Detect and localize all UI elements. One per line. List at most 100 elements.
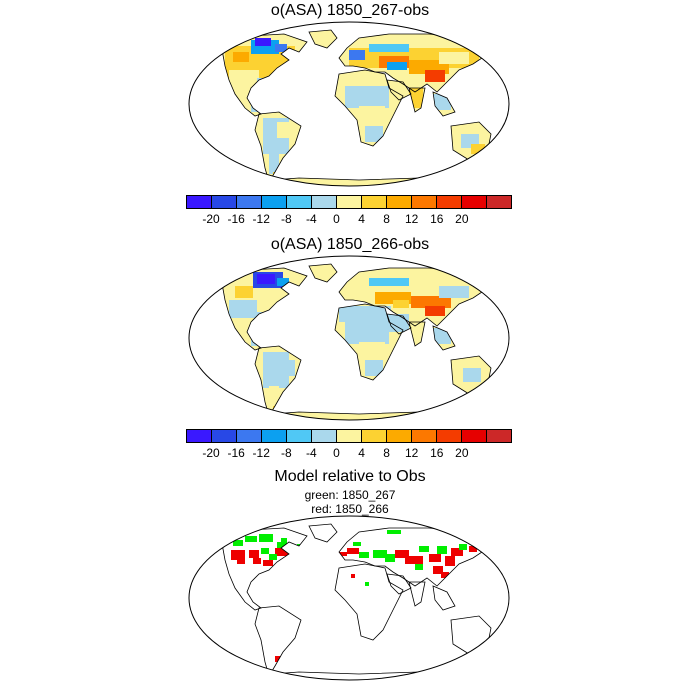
colorbar-2-swatch: [312, 430, 337, 442]
colorbar-2-tick-label: 16: [430, 446, 444, 460]
anomaly-patch: [347, 328, 367, 338]
colorbar-2: [186, 429, 512, 443]
colorbar-2-swatch: [262, 430, 287, 442]
coastline-namerica: [220, 527, 308, 611]
anomaly-patch: [369, 44, 409, 52]
significance-green: [353, 542, 361, 546]
significance-red: [351, 574, 355, 578]
colorbar-1-tick-label: -12: [252, 212, 270, 226]
colorbar-2-tick-label: -20: [202, 446, 220, 460]
colorbar-2-tick-label: -8: [280, 446, 292, 460]
colorbar-1-swatch: [212, 196, 237, 208]
colorbar-2-tick-label: 20: [455, 446, 469, 460]
anomaly-patch: [277, 278, 289, 286]
significance-green: [281, 538, 287, 546]
coastline-namerica: [220, 267, 308, 351]
significance-red: [253, 558, 261, 564]
panel2-title: o(ASA) 1850_266-obs: [270, 236, 430, 253]
coastline-samerica: [254, 345, 302, 417]
significance-green: [387, 530, 401, 534]
colorbar-2-swatch: [187, 430, 212, 442]
anomaly-patch: [255, 38, 271, 46]
significance-red: [451, 548, 463, 556]
significance-green: [477, 540, 483, 546]
significance-green: [437, 546, 447, 554]
panel3-title: Model relative to Obs: [274, 468, 426, 485]
anomaly-patch: [359, 342, 385, 364]
colorbar-1-swatch: [237, 196, 262, 208]
colorbar-1-swatch: [437, 196, 462, 208]
significance-red: [285, 552, 293, 558]
legend-red-label: red: 1850_266: [311, 502, 389, 516]
significance-green: [415, 564, 423, 570]
significance-red: [263, 560, 273, 566]
coastline-india: [408, 581, 426, 607]
map-border: [188, 21, 510, 187]
anomaly-patch: [365, 360, 383, 376]
coastline-greenland: [308, 29, 338, 49]
anomaly-patch: [339, 306, 391, 322]
colorbar-2-tick-label: -12: [252, 446, 270, 460]
colorbar-1-swatch: [487, 196, 511, 208]
colorbar-1-tick-label: 8: [383, 212, 390, 226]
coastline-arabia: [386, 313, 412, 335]
coastline-seasia: [432, 91, 456, 117]
significance-green: [261, 548, 269, 554]
anomaly-patch: [387, 62, 407, 70]
coastline-africa: [334, 69, 404, 147]
colorbar-2-swatch: [462, 430, 487, 442]
colorbar-1-ticks: -20 -16 -12 -8 -4 0 4 8 12 16 20: [186, 212, 512, 226]
anomaly-patch: [269, 152, 279, 174]
anomaly-patch: [275, 44, 287, 52]
colorbar-1-tick-label: -16: [227, 212, 245, 226]
coastline-samerica: [254, 605, 302, 677]
significance-green: [245, 536, 257, 542]
colorbar-1-tick-label: 0: [333, 212, 340, 226]
anomaly-patch: [229, 300, 257, 318]
anomaly-patch: [235, 286, 253, 298]
anomaly-patch: [257, 274, 275, 284]
anomaly-patch: [269, 386, 279, 408]
colorbar-1-swatch: [462, 196, 487, 208]
colorbar-1-swatch: [187, 196, 212, 208]
panel1-title: o(ASA) 1850_267-obs: [270, 2, 430, 19]
anomaly-patch: [275, 360, 295, 376]
significance-red: [339, 552, 347, 556]
significance-green: [419, 546, 429, 552]
colorbar-2-tick-label: -16: [227, 446, 245, 460]
colorbar-2-swatch: [487, 430, 511, 442]
anomaly-patch: [229, 70, 259, 90]
coastline-samerica: [254, 111, 302, 183]
anomaly-patch: [339, 72, 391, 88]
significance-red: [429, 554, 441, 562]
colorbar-1-swatch: [412, 196, 437, 208]
significance-red: [347, 548, 359, 554]
coastline-namerica: [220, 33, 308, 117]
anomaly-patch: [411, 296, 451, 308]
significance-green: [259, 534, 273, 542]
colorbar-1-swatch: [387, 196, 412, 208]
colorbar-2-swatch: [337, 430, 362, 442]
coastline-africa: [334, 303, 404, 381]
significance-red: [445, 556, 455, 566]
colorbar-2-tick-label: -4: [306, 446, 317, 460]
significance-red: [237, 556, 245, 564]
significance-green: [365, 582, 369, 586]
significance-green: [373, 550, 387, 558]
coastline-greenland: [308, 523, 338, 543]
significance-green: [307, 536, 313, 540]
coastline-greenland: [308, 263, 338, 283]
significance-red: [275, 656, 281, 662]
significance-green: [465, 534, 477, 538]
coastline-india: [408, 321, 426, 347]
significance-red: [249, 550, 259, 558]
colorbar-2-tick-label: 4: [358, 446, 365, 460]
anomaly-patch: [439, 52, 469, 64]
legend-green-label: green: 1850_267: [304, 488, 396, 502]
coastline-australia: [450, 615, 492, 655]
colorbar-1-tick-label: 4: [358, 212, 365, 226]
anomaly-patch: [277, 122, 295, 138]
anomaly-patch: [369, 278, 409, 286]
